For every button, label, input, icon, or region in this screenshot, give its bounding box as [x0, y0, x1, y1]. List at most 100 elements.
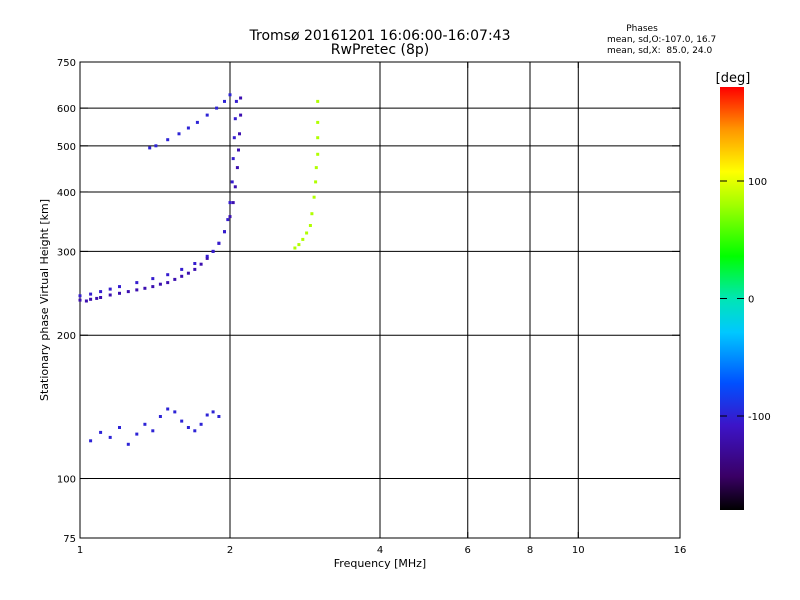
data-point [118, 291, 121, 295]
data-point [151, 429, 155, 433]
data-point [217, 415, 221, 418]
data-point [108, 435, 112, 439]
y-tick-label: 100 [57, 475, 76, 486]
data-point [166, 273, 170, 277]
phases-x-stats: mean, sd,X: 85.0, 24.0 [607, 46, 713, 56]
data-point [316, 136, 320, 140]
x-tick-label: 8 [527, 545, 533, 556]
data-point [226, 218, 230, 222]
data-point [205, 113, 209, 117]
data-point [231, 201, 235, 205]
data-point [166, 281, 170, 285]
data-point [173, 277, 177, 281]
y-tick-label: 600 [57, 104, 76, 115]
colorbar-tick-label: 100 [748, 177, 767, 188]
data-point [230, 180, 234, 184]
data-point [314, 166, 318, 170]
chart-subtitle: RwPretec (8p) [331, 42, 429, 58]
data-point [237, 148, 240, 152]
data-point [148, 146, 152, 150]
x-axis-label: Frequency [MHz] [334, 557, 426, 570]
data-point [135, 288, 139, 292]
data-point [193, 262, 197, 265]
data-point [232, 136, 236, 140]
phases-title: Phases [626, 24, 658, 34]
data-point [126, 290, 130, 294]
data-point [84, 299, 88, 303]
x-tick-label: 10 [572, 545, 585, 556]
data-point [314, 180, 318, 184]
data-point [154, 144, 158, 148]
data-point [305, 231, 309, 235]
data-point [89, 292, 93, 296]
data-point [89, 297, 93, 301]
data-point [293, 246, 297, 250]
y-tick-label: 200 [57, 331, 76, 342]
x-tick-label: 16 [674, 545, 687, 556]
data-point [312, 195, 316, 199]
data-point [158, 282, 162, 286]
data-point [228, 215, 232, 219]
y-tick-label: 500 [57, 142, 76, 153]
data-point [205, 254, 209, 258]
data-point [308, 224, 312, 227]
data-point [239, 96, 243, 100]
data-point [205, 413, 209, 417]
data-point [310, 212, 314, 216]
data-point [143, 286, 147, 290]
data-point [108, 287, 112, 291]
data-point [316, 120, 320, 124]
data-point [297, 243, 301, 247]
data-point [135, 432, 139, 436]
data-point [126, 442, 130, 446]
data-point [223, 99, 226, 103]
data-point [99, 290, 103, 294]
x-tick-label: 1 [77, 545, 83, 556]
x-tick-label: 2 [227, 545, 233, 556]
data-point [89, 439, 93, 443]
data-point [135, 281, 139, 285]
colorbar-ticks: 100 0 -100 [720, 177, 771, 423]
axis-ticks [79, 61, 681, 539]
data-point [151, 277, 155, 281]
data-point [215, 106, 219, 110]
data-point [316, 99, 320, 103]
data-point [217, 241, 221, 245]
data-point [211, 249, 215, 253]
data-point [166, 407, 170, 411]
data-point [193, 267, 197, 271]
data-point [151, 285, 155, 289]
data-point [108, 293, 112, 297]
data-point [99, 430, 103, 434]
data-point [205, 256, 209, 260]
colorbar-tick-label: -100 [748, 412, 771, 423]
data-point [233, 185, 237, 189]
phases-o-stats: mean, sd,O:-107.0, 16.7 [607, 35, 716, 45]
data-point [235, 166, 239, 170]
axis-tick-labels: 1 2 4 6 8 10 16 75 100 200 300 400 500 600 750 [57, 58, 686, 556]
data-point [173, 410, 177, 414]
data-point [95, 296, 99, 300]
colorbar-label: [deg] [716, 71, 751, 86]
data-point [238, 132, 241, 136]
data-point [186, 126, 190, 130]
data-point [180, 267, 184, 271]
data-point [195, 120, 199, 124]
data-point [223, 230, 226, 234]
colorbar-tick-label: 0 [748, 295, 754, 306]
data-point [301, 237, 305, 241]
data-point [228, 201, 232, 205]
data-point [143, 422, 147, 426]
data-point [78, 298, 82, 302]
y-tick-label: 400 [57, 188, 76, 199]
chart-title: Tromsø 20161201 16:06:00-16:07:43 [249, 28, 511, 44]
data-point [166, 138, 170, 142]
data-point [193, 429, 197, 433]
x-tick-label: 4 [377, 545, 383, 556]
data-point [99, 296, 103, 299]
data-point [239, 113, 243, 117]
data-points [78, 93, 320, 446]
data-point [186, 426, 190, 429]
data-point [186, 271, 190, 275]
data-point [231, 157, 235, 161]
